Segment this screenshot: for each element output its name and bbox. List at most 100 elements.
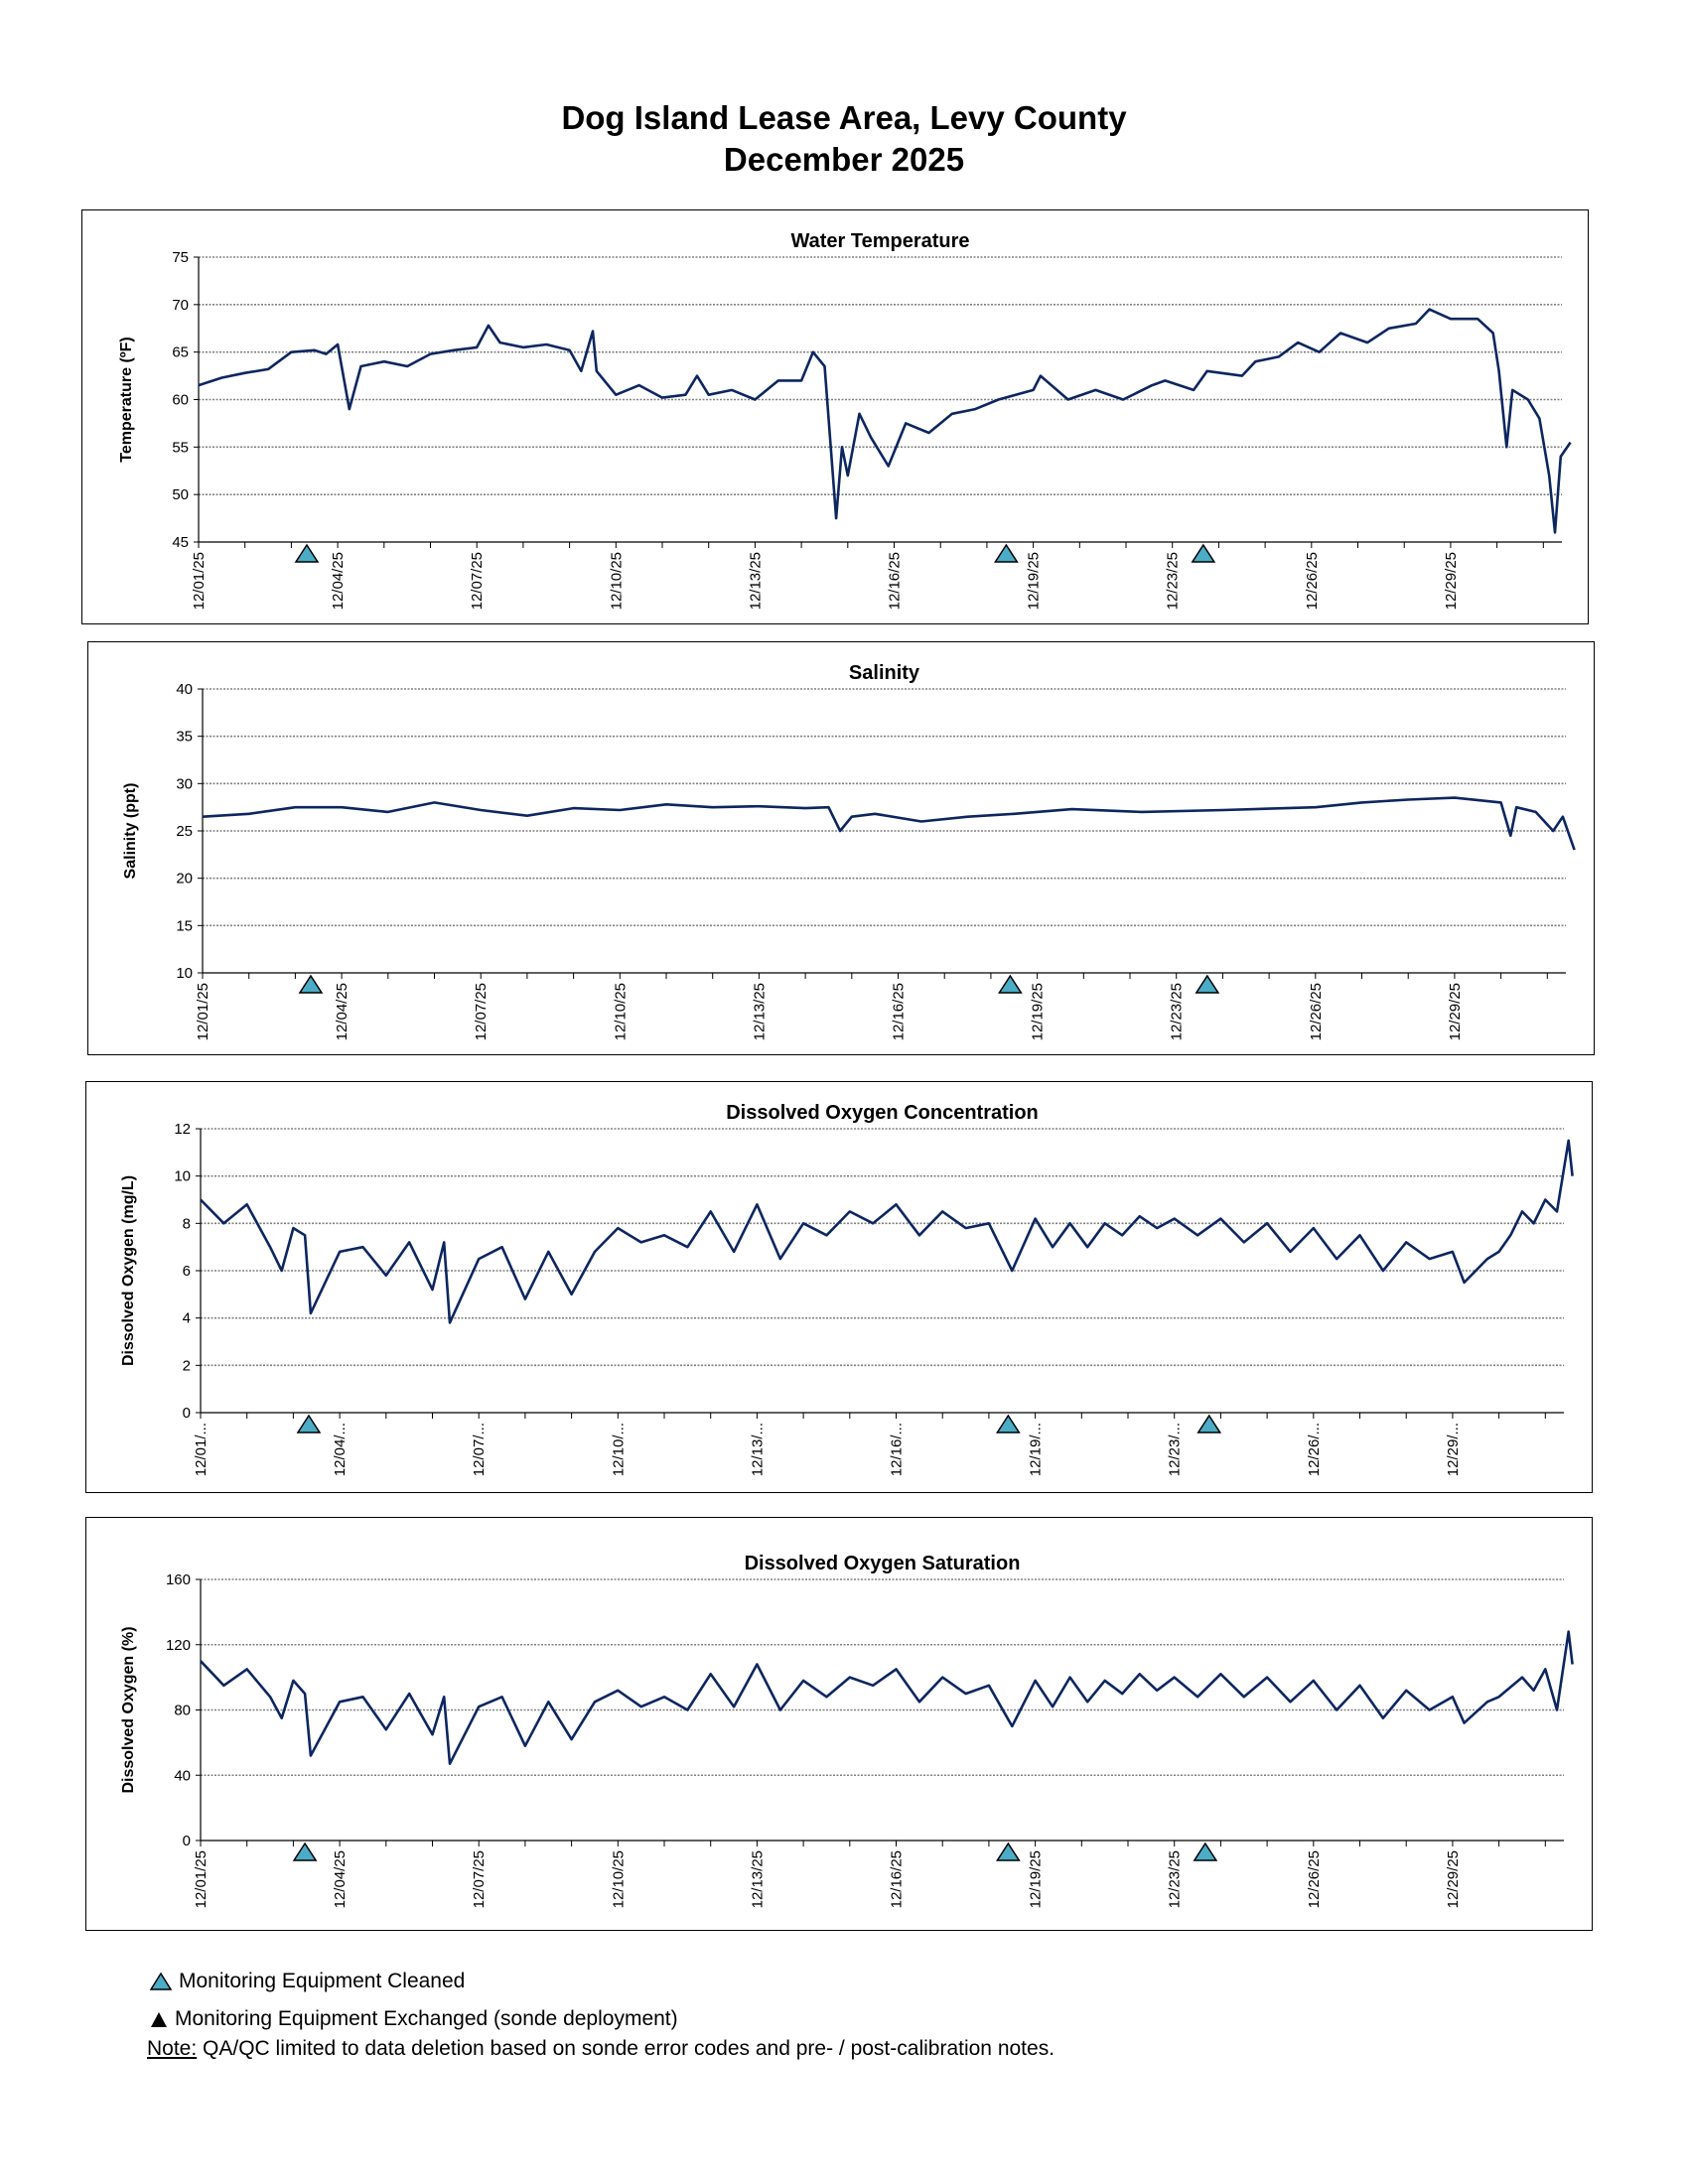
triangle-teal-icon [149, 1973, 173, 1991]
chart-water-temperature: Water Temperature Temperature (ºF) 45 50 55 6… [81, 209, 1589, 624]
x-tick-label: 12/29/25 [1443, 552, 1460, 610]
y-tick-label: 2 [183, 1357, 191, 1374]
x-tick-label: 12/01/25 [195, 983, 211, 1040]
x-tick-label: 12/29/25 [1447, 983, 1464, 1040]
chart-do-saturation: Dissolved Oxygen Saturation Dissolved Oxy… [85, 1517, 1593, 1931]
note-label: Note: [147, 2037, 198, 2060]
x-tick-label: 12/13/25 [747, 552, 764, 610]
y-tick-label: 10 [174, 1168, 191, 1185]
x-tick-label: 12/13/25 [749, 1850, 766, 1908]
x-tick-label: 12/26/25 [1306, 1850, 1323, 1908]
y-tick-label: 0 [183, 1833, 191, 1849]
x-tick-label: 12/29/25 [1445, 1850, 1462, 1908]
x-tick-label: 12/04/25 [330, 552, 347, 610]
y-tick-label: 4 [183, 1310, 191, 1327]
note-text: QA/QC limited to data deletion based on … [197, 2037, 1055, 2060]
x-tick-label: 12/26/25 [1308, 983, 1325, 1040]
cleaned-marker [995, 1414, 1021, 1433]
x-tick-label: 12/01/25 [191, 552, 208, 610]
x-tick-label: 12/13/25 [751, 983, 768, 1040]
y-tick-label: 65 [172, 344, 189, 361]
x-tick-label: 12/07/25 [471, 1850, 488, 1908]
x-tick-label: 12/10/25 [612, 983, 629, 1040]
chart-title: Dissolved Oxygen Saturation [745, 1553, 1021, 1574]
x-tick-label: 12/23/25 [1167, 1850, 1184, 1908]
x-tick-label: 12/04/... [332, 1423, 349, 1476]
chart-salinity: Salinity Salinity (ppt) 10 15 20 25 30 35 40 12/0… [87, 641, 1595, 1055]
x-tick-label: 12/07/... [471, 1423, 488, 1476]
x-tick-label: 12/10/... [610, 1423, 627, 1476]
data-series-line [200, 1139, 1574, 1324]
x-tick-label: 12/04/25 [332, 1850, 349, 1908]
x-tick-label: 12/19/25 [1028, 1850, 1045, 1908]
x-tick-label: 12/16/... [889, 1423, 906, 1476]
y-axis-label: Dissolved Oxygen (%) [120, 1626, 137, 1793]
cleaned-marker [1195, 974, 1220, 994]
chart-title: Water Temperature [790, 230, 969, 252]
cleaned-marker [1196, 1414, 1222, 1433]
data-series-line [200, 1630, 1574, 1765]
x-tick-label: 12/19/... [1028, 1423, 1045, 1476]
cleaned-marker [298, 974, 324, 994]
y-axis-label: Dissolved Oxygen (mg/L) [120, 1175, 137, 1366]
chart-svg: Salinity Salinity (ppt) 10 15 20 25 30 35 40 12/0… [122, 662, 1576, 1040]
y-tick-label: 30 [176, 775, 193, 792]
data-series-line [202, 796, 1576, 851]
triangle-black-icon [151, 2012, 167, 2028]
x-tick-label: 12/26/... [1306, 1423, 1323, 1476]
legend-exchanged: Monitoring Equipment Exchanged (sonde de… [149, 2007, 678, 2031]
y-tick-label: 40 [174, 1767, 191, 1784]
y-tick-label: 60 [172, 392, 189, 409]
legend-cleaned-label: Monitoring Equipment Cleaned [179, 1970, 466, 1992]
legend-cleaned: Monitoring Equipment Cleaned [149, 1970, 465, 1993]
chart-do-concentration: Dissolved Oxygen Concentration Dissolved … [85, 1081, 1593, 1493]
cleaned-marker [1193, 1842, 1218, 1861]
chart-title: Salinity [849, 662, 920, 684]
cleaned-marker [995, 1842, 1021, 1861]
y-tick-label: 0 [183, 1405, 191, 1422]
legend-note: Note: QA/QC limited to data deletion bas… [147, 2037, 1055, 2061]
x-tick-label: 12/16/25 [891, 983, 908, 1040]
x-tick-label: 12/19/25 [1030, 983, 1047, 1040]
y-tick-label: 20 [176, 871, 193, 887]
cleaned-marker [1191, 543, 1216, 563]
y-tick-label: 120 [166, 1637, 191, 1654]
y-tick-label: 80 [174, 1703, 191, 1719]
cleaned-marker [993, 543, 1019, 563]
y-tick-label: 12 [174, 1121, 191, 1138]
x-tick-label: 12/04/25 [334, 983, 351, 1040]
y-tick-label: 45 [172, 534, 189, 551]
x-tick-label: 12/10/25 [610, 1850, 627, 1908]
y-tick-label: 70 [172, 297, 189, 314]
x-tick-label: 12/07/25 [473, 983, 490, 1040]
x-tick-label: 12/19/25 [1026, 552, 1043, 610]
y-tick-label: 35 [176, 729, 193, 746]
y-tick-label: 15 [176, 917, 193, 934]
y-tick-label: 6 [183, 1263, 191, 1280]
legend-exchanged-label: Monitoring Equipment Exchanged (sonde de… [175, 2007, 678, 2030]
x-tick-label: 12/29/... [1445, 1423, 1462, 1476]
x-tick-label: 12/23/25 [1165, 552, 1182, 610]
y-tick-label: 8 [183, 1215, 191, 1232]
x-tick-label: 12/13/... [749, 1423, 766, 1476]
chart-svg: Dissolved Oxygen Saturation Dissolved Oxy… [120, 1553, 1574, 1908]
y-tick-label: 25 [176, 823, 193, 840]
y-tick-label: 55 [172, 439, 189, 456]
chart-title: Dissolved Oxygen Concentration [726, 1102, 1039, 1124]
chart-svg: Dissolved Oxygen Concentration Dissolved … [120, 1102, 1574, 1476]
page-title-line1: Dog Island Lease Area, Levy County [561, 99, 1127, 136]
x-tick-label: 12/16/25 [889, 1850, 906, 1908]
cleaned-marker [292, 1842, 318, 1861]
cleaned-marker [296, 1414, 322, 1433]
y-axis-label: Temperature (ºF) [118, 337, 135, 462]
x-tick-label: 12/16/25 [887, 552, 904, 610]
x-tick-label: 12/23/... [1167, 1423, 1184, 1476]
cleaned-marker [294, 543, 320, 563]
page-title-line2: December 2025 [723, 141, 965, 178]
y-tick-label: 10 [176, 965, 193, 982]
y-axis-label: Salinity (ppt) [122, 783, 139, 880]
x-tick-label: 12/23/25 [1169, 983, 1186, 1040]
x-tick-label: 12/01/25 [193, 1850, 210, 1908]
y-tick-label: 75 [172, 249, 189, 266]
cleaned-marker [997, 974, 1023, 994]
